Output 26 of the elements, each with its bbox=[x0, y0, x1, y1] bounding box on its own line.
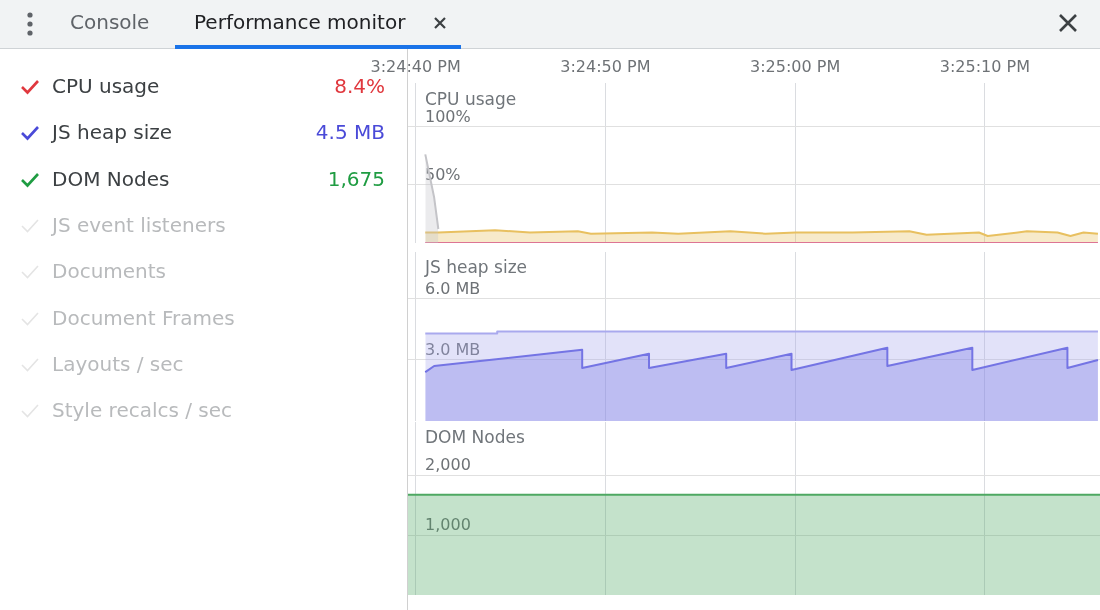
y-tick-label: 3.0 MB bbox=[425, 340, 481, 360]
y-tick-label: 1,000 bbox=[425, 515, 471, 535]
x-tick-label: 3:25:10 PM bbox=[939, 56, 1030, 76]
category-label: Style recalcs / sec bbox=[52, 398, 233, 423]
x-tick-label: 3:24:40 PM bbox=[370, 56, 461, 76]
category-label: Documents bbox=[52, 259, 167, 284]
category-label: JS heap size bbox=[52, 120, 173, 145]
y-tick-label: 50% bbox=[425, 164, 461, 184]
text: 1,675 bbox=[327, 166, 385, 191]
y-tick-label: 2,000 bbox=[425, 455, 471, 475]
category-label: DOM Nodes bbox=[52, 166, 170, 191]
chart-title: CPU usage bbox=[425, 88, 517, 109]
category-label: CPU usage bbox=[52, 74, 160, 98]
category-label: Document Frames bbox=[52, 305, 235, 330]
category-label: Layouts / sec bbox=[52, 351, 184, 376]
y-tick-label: 6.0 MB bbox=[425, 278, 481, 298]
text: Performance monitor bbox=[194, 10, 406, 34]
category-label: JS event listeners bbox=[52, 212, 226, 237]
text: 8.4% bbox=[334, 74, 385, 98]
x-tick-label: 3:25:00 PM bbox=[750, 56, 841, 76]
text: Console bbox=[70, 10, 150, 34]
chart-title: JS heap size bbox=[424, 257, 528, 278]
y-tick-label: 100% bbox=[425, 106, 471, 126]
x-tick-label: 3:24:50 PM bbox=[560, 56, 651, 76]
chart-title: DOM Nodes bbox=[425, 427, 525, 448]
text: 4.5 MB bbox=[315, 120, 385, 145]
